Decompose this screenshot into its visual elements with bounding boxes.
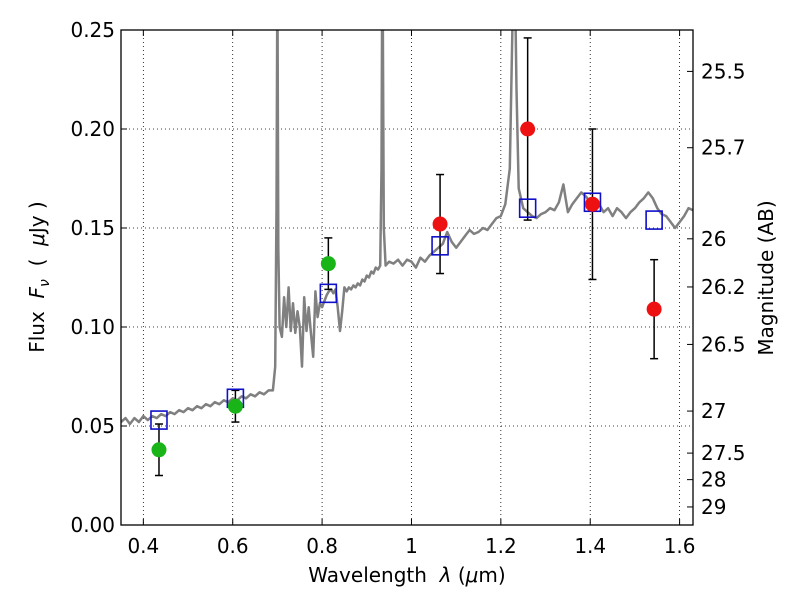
observed-point (584, 196, 600, 212)
spectrum-line (121, 30, 693, 426)
observed-point (151, 442, 167, 458)
x-tick-label: 1 (405, 534, 418, 558)
observed-point (520, 121, 536, 137)
x-tick-label: 1.4 (574, 534, 606, 558)
observed-point (227, 398, 243, 414)
x-tick-label: 1.2 (485, 534, 517, 558)
right-tick-label: 27 (701, 399, 726, 423)
observed-point (432, 216, 448, 232)
plot-frame (120, 29, 694, 526)
y-tick-label: 0.10 (70, 315, 115, 339)
right-tick-label: 27.5 (701, 441, 746, 465)
right-tick-label: 26.5 (701, 332, 746, 356)
spectrum-series (121, 30, 693, 426)
right-tick-label: 25.7 (701, 136, 746, 160)
x-tick-label: 1.6 (664, 534, 696, 558)
model-point (150, 410, 168, 430)
error-bars (154, 37, 659, 477)
y-tick-label: 0.15 (70, 216, 115, 240)
observed-points (151, 121, 662, 458)
y-tick-label: 0.05 (70, 414, 115, 438)
right-tick-label: 28 (701, 468, 726, 492)
axis-ticks: 0.4 0.6 0.8 1 1.2 1.4 1.6 0.00 0.05 0.10 0.15 0.20 0… (70, 18, 745, 558)
y-tick-label: 0.00 (70, 513, 115, 537)
observed-point (646, 301, 662, 317)
right-tick-label: 26.2 (701, 275, 746, 299)
right-axis-label: Magnitude (AB) (754, 200, 778, 355)
model-point (431, 236, 449, 256)
x-tick-label: 0.4 (127, 534, 159, 558)
y-tick-label: 0.20 (70, 117, 115, 141)
x-tick-label: 0.8 (306, 534, 338, 558)
right-tick-label: 26 (701, 227, 726, 251)
right-tick-label: 29 (701, 495, 726, 519)
model-point (319, 283, 338, 304)
observed-point (320, 256, 336, 272)
right-tick-label: 25.5 (701, 59, 746, 83)
x-tick-label: 0.6 (217, 534, 249, 558)
x-axis-label: Wavelength λ (μm) (308, 563, 505, 587)
model-point (518, 198, 537, 218)
model-point (645, 210, 663, 230)
y-axis-label: Flux Fν ( μJy ) (25, 201, 53, 353)
y-tick-label: 0.25 (70, 18, 115, 42)
